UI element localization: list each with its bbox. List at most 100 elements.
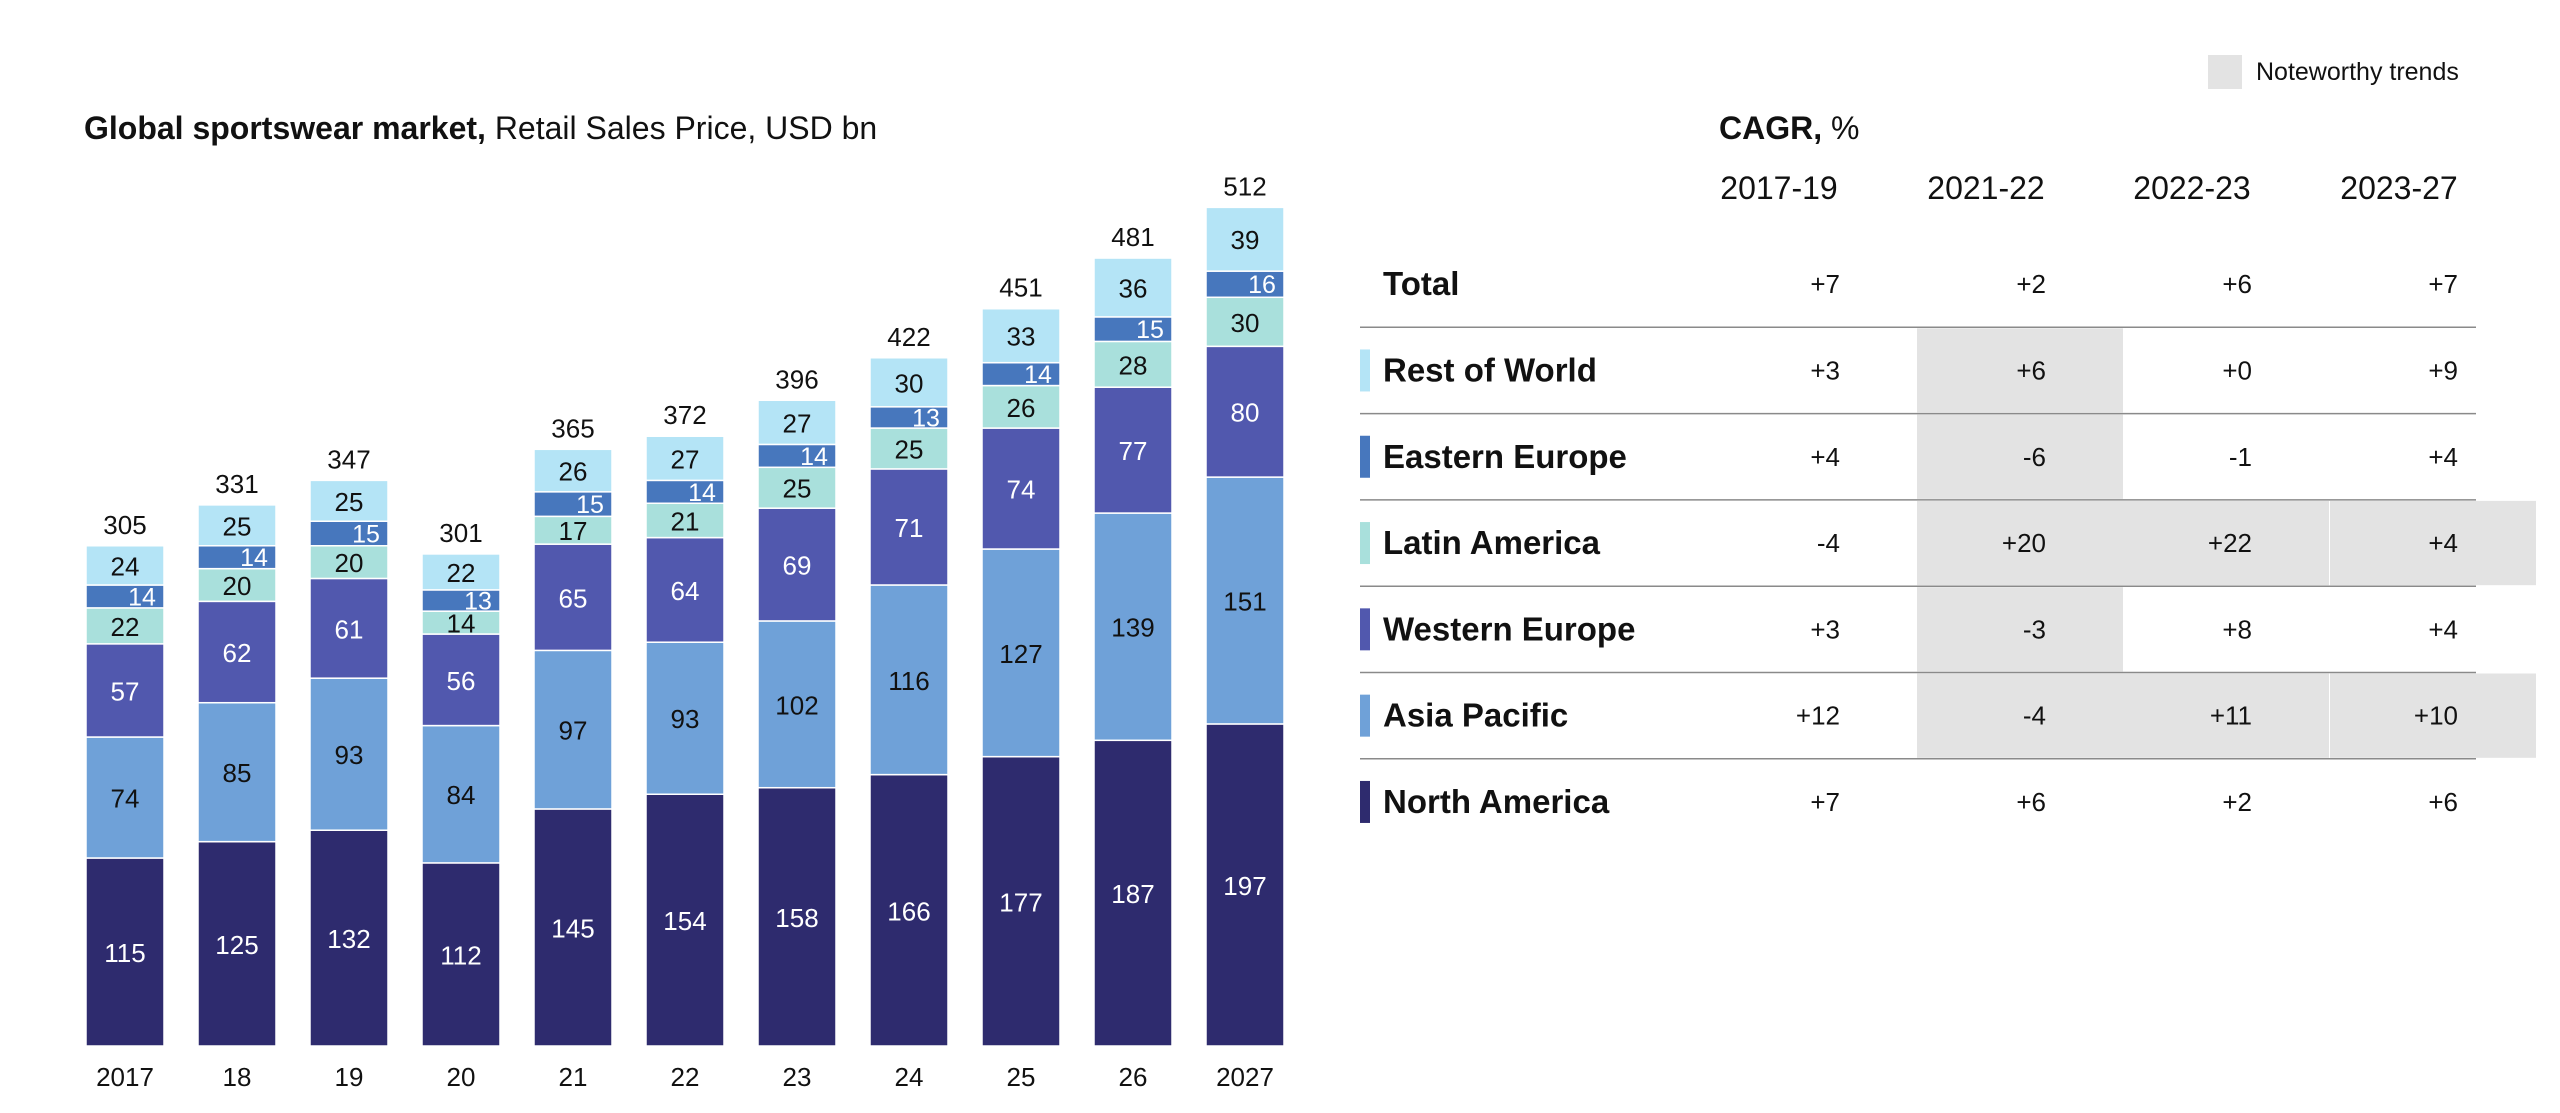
- cagr-value-latin-america-2017-19: -4: [1817, 528, 1840, 558]
- bar-western-europe-24: [869, 468, 949, 586]
- swatch-asia-pacific: [1360, 694, 1370, 737]
- bar-rest-of-world-2017: [85, 545, 165, 586]
- bar-western-europe-21: [533, 543, 613, 652]
- cagr-value-total-2023-27: +7: [2428, 269, 2458, 299]
- label-rest-of-world-20: 22: [447, 558, 476, 588]
- cagr-value-north-america-2021-22: +6: [2016, 787, 2046, 817]
- bar-north-america-21: [533, 808, 613, 1047]
- cagr-value-total-2022-23: +6: [2222, 269, 2252, 299]
- cagr-value-rest-of-world-2022-23: +0: [2222, 355, 2252, 385]
- cagr-value-western-europe-2022-23: +8: [2222, 614, 2252, 644]
- label-rest-of-world-2017: 24: [111, 551, 140, 581]
- label-asia-pacific-20: 84: [447, 780, 476, 810]
- bar-rest-of-world-2027: [1205, 206, 1285, 272]
- x-tick-26: 26: [1119, 1062, 1148, 1092]
- cagr-value-western-europe-2017-19: +3: [1810, 614, 1840, 644]
- label-latin-america-20: 14: [447, 609, 476, 639]
- cagr-value-north-america-2023-27: +6: [2428, 787, 2458, 817]
- chart-title-bold: Global sportswear market,: [84, 110, 486, 146]
- total-label-2027: 512: [1223, 171, 1266, 201]
- bar-latin-america-26: [1093, 340, 1173, 388]
- chart-title-rest: Retail Sales Price, USD bn: [485, 110, 878, 146]
- label-latin-america-26: 28: [1119, 350, 1148, 380]
- label-rest-of-world-21: 26: [559, 457, 588, 487]
- bar-rest-of-world-18: [197, 504, 277, 547]
- row-label-rest-of-world: Rest of World: [1383, 351, 1597, 388]
- label-latin-america-24: 25: [895, 434, 924, 464]
- label-north-america-24: 166: [887, 896, 930, 926]
- cagr-value-western-europe-2023-27: +4: [2428, 614, 2458, 644]
- total-label-19: 347: [327, 444, 370, 474]
- bar-western-europe-23: [757, 507, 837, 622]
- x-tick-24: 24: [895, 1062, 924, 1092]
- legend-label: Noteworthy trends: [2256, 57, 2459, 86]
- highlight-cell-latin-america-2022-23: [2123, 500, 2329, 586]
- bar-rest-of-world-24: [869, 357, 949, 408]
- label-eastern-europe-22: 14: [688, 479, 716, 507]
- bar-north-america-2017: [85, 857, 165, 1047]
- swatch-rest-of-world: [1360, 349, 1370, 392]
- bar-rest-of-world-23: [757, 399, 837, 446]
- label-eastern-europe-18: 14: [240, 544, 268, 572]
- label-western-europe-26: 77: [1119, 436, 1148, 466]
- label-north-america-19: 132: [327, 924, 370, 954]
- bar-north-america-18: [197, 840, 277, 1047]
- bar-latin-america-19: [309, 545, 389, 580]
- x-tick-22: 22: [671, 1062, 700, 1092]
- x-tick-23: 23: [783, 1062, 812, 1092]
- label-western-europe-2027: 80: [1231, 398, 1260, 428]
- label-western-europe-24: 71: [895, 513, 924, 543]
- label-north-america-21: 145: [551, 913, 594, 943]
- row-label-north-america: North America: [1383, 783, 1610, 820]
- bar-asia-pacific-23: [757, 620, 837, 789]
- x-tick-20: 20: [447, 1062, 476, 1092]
- bar-north-america-20: [421, 862, 501, 1047]
- bar-latin-america-22: [645, 502, 725, 539]
- label-eastern-europe-21: 15: [576, 491, 604, 519]
- bar-asia-pacific-2017: [85, 736, 165, 859]
- label-rest-of-world-18: 25: [223, 511, 252, 541]
- total-label-23: 396: [775, 364, 818, 394]
- swatch-latin-america: [1360, 522, 1370, 565]
- bar-eastern-europe-26: [1093, 316, 1173, 343]
- label-asia-pacific-24: 116: [888, 666, 929, 696]
- bar-north-america-24: [869, 773, 949, 1047]
- label-western-europe-18: 62: [223, 638, 252, 668]
- label-eastern-europe-2017: 14: [128, 583, 156, 611]
- label-asia-pacific-23: 102: [775, 690, 818, 720]
- cagr-title-bold: CAGR,: [1719, 110, 1823, 146]
- cagr-value-asia-pacific-2021-22: -4: [2023, 701, 2046, 731]
- bar-asia-pacific-22: [645, 641, 725, 795]
- bar-north-america-25: [981, 755, 1061, 1047]
- bar-western-europe-26: [1093, 386, 1173, 514]
- label-asia-pacific-18: 85: [223, 758, 252, 788]
- label-north-america-2017: 115: [104, 938, 145, 968]
- label-latin-america-2017: 22: [111, 612, 140, 642]
- highlight-cell-asia-pacific-2021-22: [1917, 673, 2123, 758]
- bar-rest-of-world-19: [309, 479, 389, 522]
- label-north-america-26: 187: [1111, 879, 1154, 909]
- highlight-cell-rest-of-world-2021-22: [1917, 328, 2123, 413]
- label-asia-pacific-26: 139: [1111, 613, 1154, 643]
- cagr-column-2021-22: 2021-22: [1927, 170, 2044, 206]
- total-label-26: 481: [1111, 222, 1154, 252]
- legend: Noteworthy trends: [2208, 55, 2459, 89]
- total-label-21: 365: [551, 413, 594, 443]
- total-label-20: 301: [439, 518, 482, 548]
- total-label-18: 331: [215, 469, 258, 499]
- cagr-value-rest-of-world-2021-22: +6: [2016, 355, 2046, 385]
- x-tick-2017: 2017: [96, 1062, 154, 1092]
- label-latin-america-23: 25: [783, 474, 812, 504]
- row-label-asia-pacific: Asia Pacific: [1383, 697, 1568, 734]
- cagr-value-eastern-europe-2021-22: -6: [2023, 442, 2046, 472]
- bar-asia-pacific-24: [869, 584, 949, 776]
- cagr-value-asia-pacific-2023-27: +10: [2414, 701, 2458, 731]
- row-label-western-europe: Western Europe: [1383, 610, 1635, 647]
- bar-rest-of-world-25: [981, 307, 1061, 364]
- label-western-europe-19: 61: [335, 614, 364, 644]
- label-western-europe-25: 74: [1007, 475, 1036, 505]
- bar-north-america-23: [757, 786, 837, 1047]
- bar-asia-pacific-2027: [1205, 476, 1285, 725]
- label-latin-america-19: 20: [335, 548, 364, 578]
